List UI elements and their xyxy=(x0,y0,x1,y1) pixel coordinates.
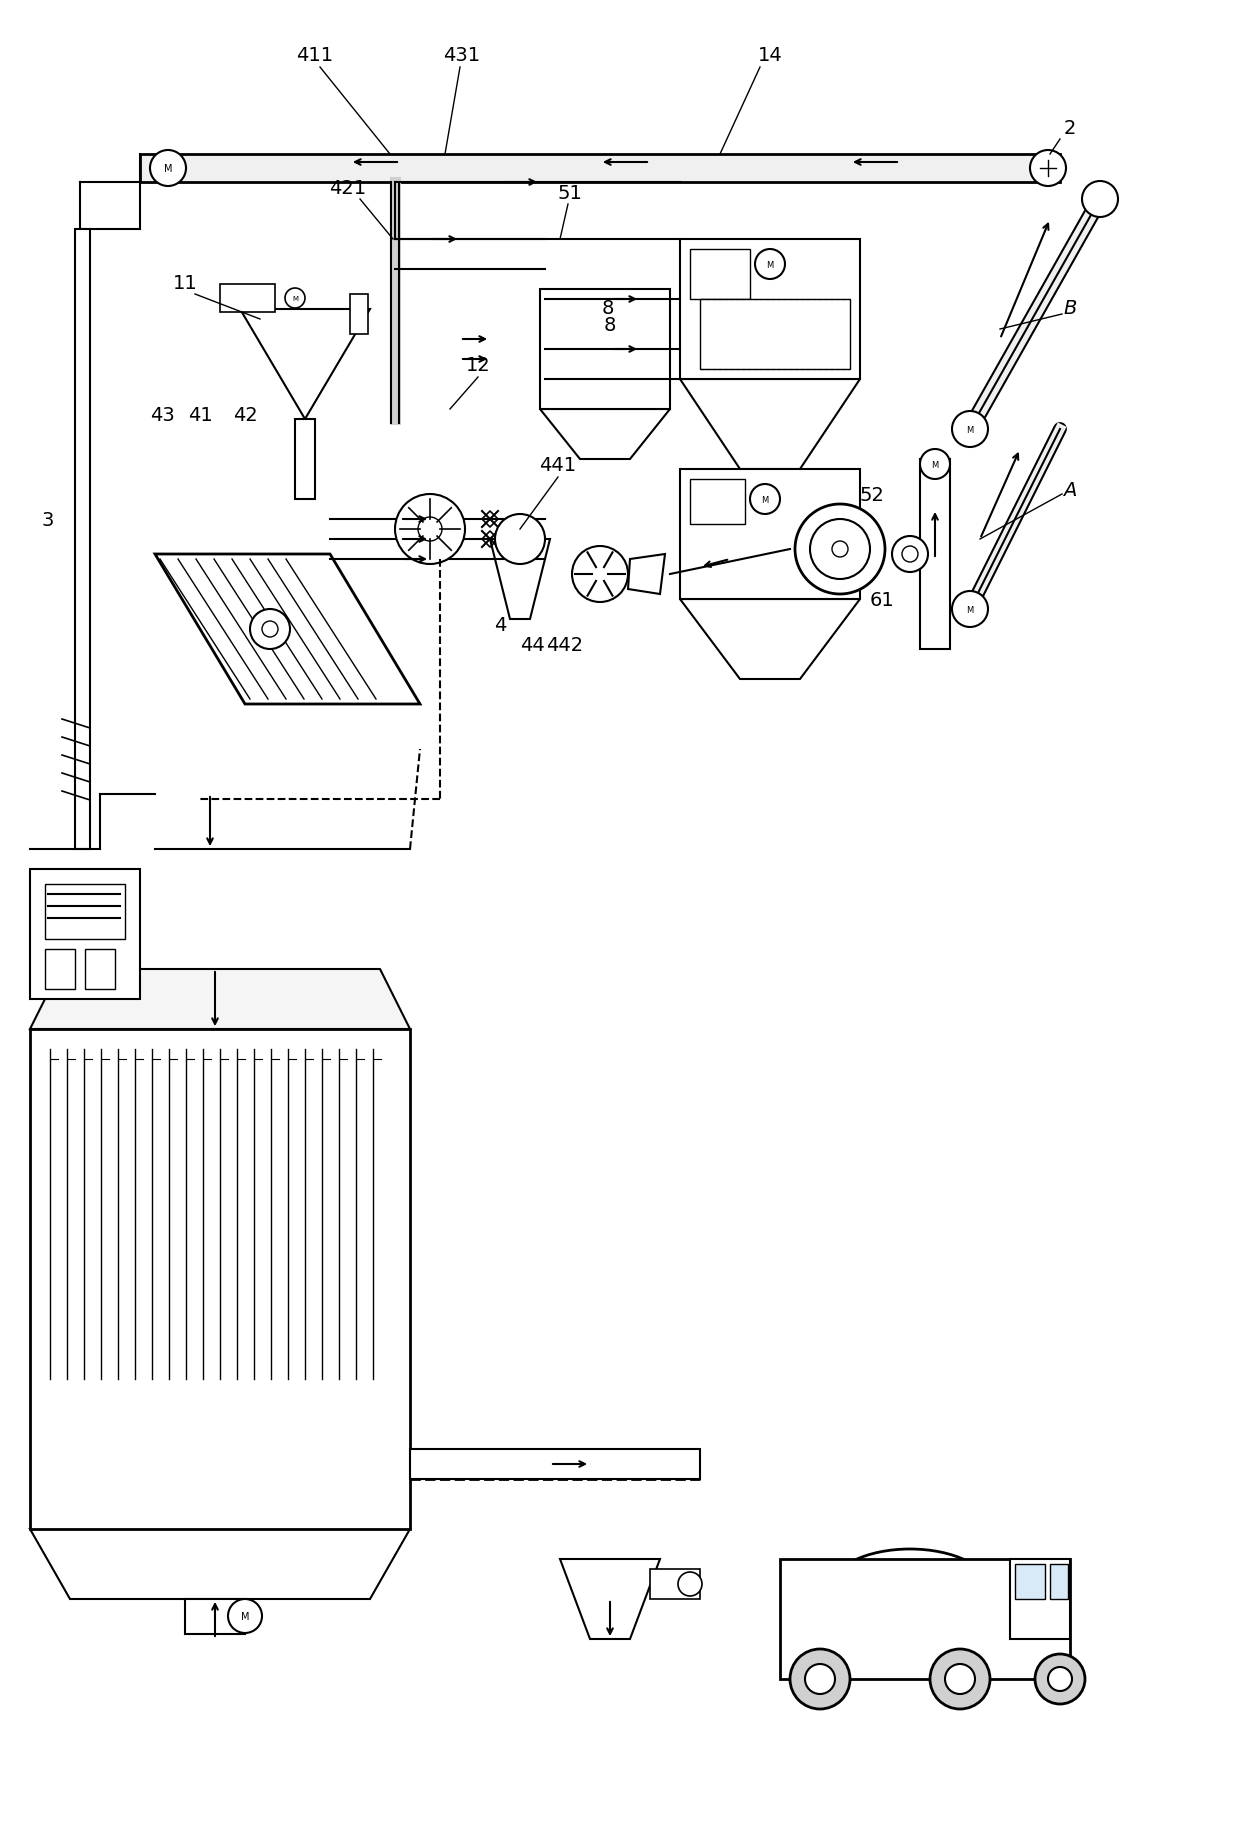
Circle shape xyxy=(1030,151,1066,188)
Text: 41: 41 xyxy=(187,405,212,425)
Circle shape xyxy=(418,519,441,543)
Bar xyxy=(30,1030,410,1530)
Text: 44: 44 xyxy=(520,634,544,655)
Circle shape xyxy=(810,520,870,579)
Bar xyxy=(689,250,750,300)
Text: M: M xyxy=(761,495,769,504)
Text: 441: 441 xyxy=(539,456,577,474)
Bar xyxy=(680,469,861,600)
Bar xyxy=(1011,1559,1070,1639)
Text: 14: 14 xyxy=(758,46,782,64)
Text: B: B xyxy=(1064,298,1076,318)
Text: 42: 42 xyxy=(233,405,258,425)
Text: 4: 4 xyxy=(494,616,506,634)
Bar xyxy=(140,154,1060,182)
Text: A: A xyxy=(1064,480,1076,498)
Bar xyxy=(45,949,74,989)
Bar xyxy=(920,460,950,649)
Circle shape xyxy=(396,495,465,565)
Circle shape xyxy=(285,289,305,309)
Circle shape xyxy=(262,622,278,638)
Text: 2: 2 xyxy=(1064,118,1076,138)
Text: M: M xyxy=(291,296,298,302)
Text: 421: 421 xyxy=(330,178,367,197)
Circle shape xyxy=(920,451,950,480)
Text: 3: 3 xyxy=(42,509,55,530)
Text: 52: 52 xyxy=(859,485,884,504)
Text: M: M xyxy=(931,460,939,469)
Text: 431: 431 xyxy=(444,46,481,64)
Circle shape xyxy=(250,611,290,649)
Circle shape xyxy=(952,592,988,627)
Text: 442: 442 xyxy=(547,634,584,655)
Circle shape xyxy=(901,546,918,563)
Circle shape xyxy=(795,504,885,594)
Text: 8: 8 xyxy=(604,314,616,335)
Bar xyxy=(410,1449,701,1479)
Circle shape xyxy=(952,412,988,447)
Bar xyxy=(185,1600,246,1635)
Bar xyxy=(689,480,745,524)
Circle shape xyxy=(678,1572,702,1596)
Bar xyxy=(219,285,275,313)
Text: 51: 51 xyxy=(558,184,583,202)
Circle shape xyxy=(1083,182,1118,217)
Circle shape xyxy=(495,515,546,565)
Bar xyxy=(680,239,861,381)
Text: M: M xyxy=(241,1611,249,1622)
Bar xyxy=(650,1569,701,1600)
Bar xyxy=(539,291,670,410)
Bar xyxy=(1050,1565,1068,1600)
Bar xyxy=(30,870,140,999)
Bar xyxy=(74,230,91,850)
Bar xyxy=(45,885,125,940)
Bar xyxy=(701,300,849,370)
Circle shape xyxy=(228,1600,262,1633)
Text: 12: 12 xyxy=(466,355,490,375)
Polygon shape xyxy=(30,969,410,1030)
Circle shape xyxy=(572,546,627,603)
Circle shape xyxy=(832,543,848,557)
Circle shape xyxy=(945,1664,975,1694)
Text: 411: 411 xyxy=(296,46,334,64)
Circle shape xyxy=(1035,1653,1085,1705)
Circle shape xyxy=(750,485,780,515)
Circle shape xyxy=(150,151,186,188)
Circle shape xyxy=(805,1664,835,1694)
Circle shape xyxy=(790,1650,849,1708)
Text: 61: 61 xyxy=(869,590,894,609)
Text: 43: 43 xyxy=(150,405,175,425)
Text: M: M xyxy=(766,261,774,268)
Text: M: M xyxy=(966,605,973,614)
Text: M: M xyxy=(966,425,973,434)
Bar xyxy=(1016,1565,1045,1600)
Bar xyxy=(350,294,368,335)
Circle shape xyxy=(892,537,928,572)
Circle shape xyxy=(1048,1668,1073,1692)
Text: 11: 11 xyxy=(172,274,197,292)
Bar xyxy=(86,949,115,989)
Text: M: M xyxy=(164,164,172,175)
Circle shape xyxy=(755,250,785,280)
Text: 8: 8 xyxy=(601,298,614,318)
Circle shape xyxy=(930,1650,990,1708)
Bar xyxy=(295,419,315,500)
Bar xyxy=(780,1559,1070,1679)
Polygon shape xyxy=(30,1530,410,1600)
